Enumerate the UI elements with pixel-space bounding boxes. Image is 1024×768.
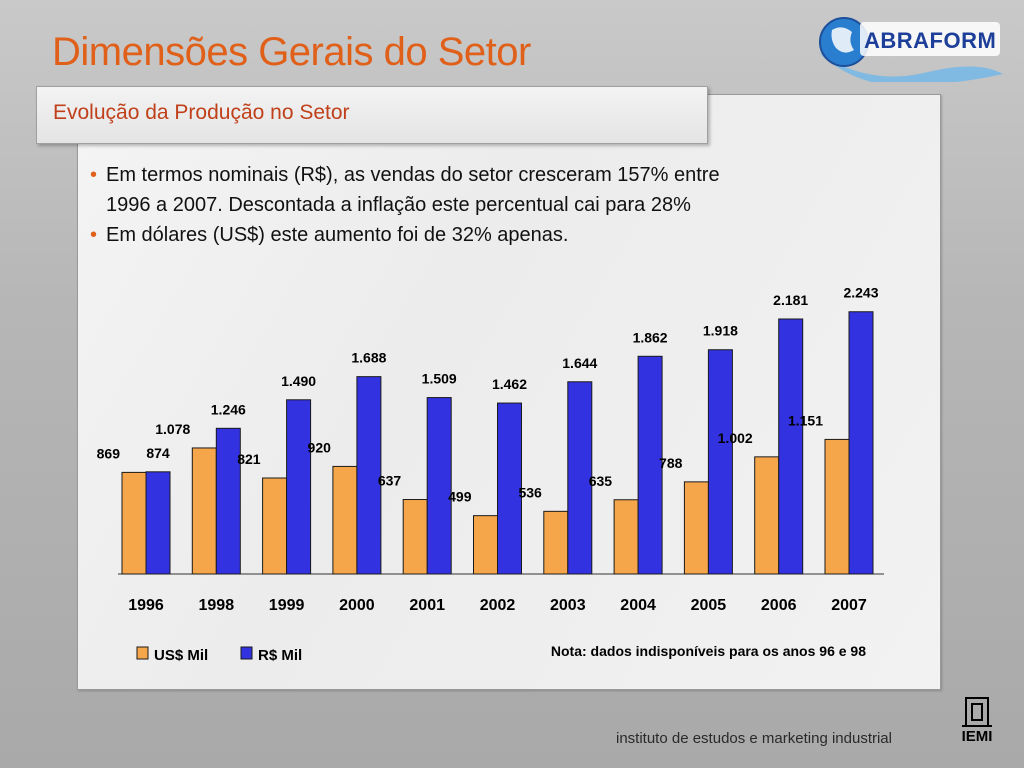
bullet-text: Em termos nominais (R$), as vendas do se… bbox=[106, 164, 720, 186]
data-label-brl: 874 bbox=[146, 445, 170, 461]
legend-swatch bbox=[136, 646, 149, 660]
bar-usd bbox=[121, 471, 147, 575]
page-title: Dimensões Gerais do Setor bbox=[52, 30, 531, 74]
x-tick-label: 2002 bbox=[480, 597, 516, 614]
bar-usd bbox=[613, 499, 639, 575]
data-label-usd: 637 bbox=[378, 473, 402, 489]
section-subtitle: Evolução da Produção no Setor bbox=[53, 101, 350, 124]
footer-text: instituto de estudos e marketing industr… bbox=[616, 730, 892, 747]
bar-brl bbox=[497, 402, 522, 575]
x-tick-label: 2003 bbox=[550, 597, 586, 614]
data-label-brl: 1.246 bbox=[211, 401, 246, 417]
data-label-usd: 1.151 bbox=[788, 412, 823, 428]
bar-brl bbox=[567, 381, 593, 575]
data-label-brl: 1.462 bbox=[492, 376, 527, 392]
legend-label: R$ Mil bbox=[258, 647, 302, 664]
x-tick-label: 1998 bbox=[199, 597, 235, 614]
globe-wave-icon bbox=[818, 17, 1003, 87]
data-label-usd: 920 bbox=[308, 439, 332, 455]
data-label-brl: 1.862 bbox=[633, 329, 668, 345]
data-label-usd: 635 bbox=[589, 473, 613, 489]
x-tick-label: 2007 bbox=[831, 597, 867, 614]
data-label-usd: 1.078 bbox=[155, 421, 190, 437]
x-tick-label: 1999 bbox=[269, 597, 305, 614]
abraform-logo: ABRAFORM bbox=[808, 12, 1008, 87]
legend-label: US$ Mil bbox=[154, 647, 208, 664]
bar-brl bbox=[848, 311, 874, 575]
data-label-usd: 821 bbox=[237, 451, 261, 467]
data-label-brl: 2.181 bbox=[773, 292, 808, 308]
bullet-list: • Em termos nominais (R$), as vendas do … bbox=[90, 160, 890, 250]
data-label-usd: 788 bbox=[659, 455, 683, 471]
x-tick-label: 2005 bbox=[691, 597, 727, 614]
data-label-usd: 536 bbox=[518, 484, 542, 500]
building-icon bbox=[962, 697, 992, 727]
data-label-brl: 1.490 bbox=[281, 373, 316, 389]
data-label-usd: 1.002 bbox=[718, 430, 753, 446]
bullet-text: Em dólares (US$) este aumento foi de 32%… bbox=[106, 224, 569, 246]
bar-usd bbox=[191, 447, 217, 575]
bar-brl bbox=[778, 318, 804, 575]
bar-usd bbox=[262, 477, 288, 575]
bar-usd bbox=[824, 438, 850, 575]
x-tick-label: 2006 bbox=[761, 597, 797, 614]
data-label-brl: 1.688 bbox=[351, 350, 386, 366]
bar-brl bbox=[356, 376, 382, 575]
data-label-brl: 2.243 bbox=[843, 285, 878, 301]
bar-usd bbox=[402, 499, 428, 575]
x-tick-label: 2001 bbox=[409, 597, 445, 614]
bullet-dot: • bbox=[90, 164, 98, 186]
bar-brl bbox=[145, 471, 171, 575]
bar-usd bbox=[683, 481, 709, 575]
chart-note: Nota: dados indisponíveis para os anos 9… bbox=[551, 643, 866, 659]
iemi-logo: IEMI bbox=[952, 696, 1002, 752]
bar-usd bbox=[754, 456, 780, 575]
bar-brl bbox=[426, 397, 452, 575]
bullet-item: • Em termos nominais (R$), as vendas do … bbox=[90, 160, 890, 220]
bullet-text: 1996 a 2007. Descontada a inflação este … bbox=[106, 194, 691, 216]
data-label-usd: 869 bbox=[97, 445, 121, 461]
bullet-dot: • bbox=[90, 224, 98, 246]
data-label-brl: 1.918 bbox=[703, 323, 738, 339]
data-label-usd: 499 bbox=[448, 489, 472, 505]
iemi-logo-text: IEMI bbox=[961, 728, 993, 745]
data-label-brl: 1.509 bbox=[422, 371, 457, 387]
x-tick-label: 2000 bbox=[339, 597, 375, 614]
x-tick-label: 2004 bbox=[620, 597, 656, 614]
legend-swatch bbox=[240, 646, 253, 660]
bar-brl bbox=[286, 399, 312, 575]
bar-brl bbox=[707, 349, 733, 575]
abraform-logo-text: ABRAFORM bbox=[864, 28, 997, 53]
bar-brl bbox=[637, 355, 663, 575]
bullet-item: • Em dólares (US$) este aumento foi de 3… bbox=[90, 220, 890, 250]
bar-usd bbox=[543, 510, 569, 575]
bar-usd bbox=[473, 515, 498, 575]
bar-usd bbox=[332, 465, 358, 575]
bar-brl bbox=[215, 427, 241, 575]
subtitle-box: Evolução da Produção no Setor bbox=[36, 86, 708, 144]
data-label-brl: 1.644 bbox=[562, 355, 597, 371]
x-tick-label: 1996 bbox=[128, 597, 164, 614]
